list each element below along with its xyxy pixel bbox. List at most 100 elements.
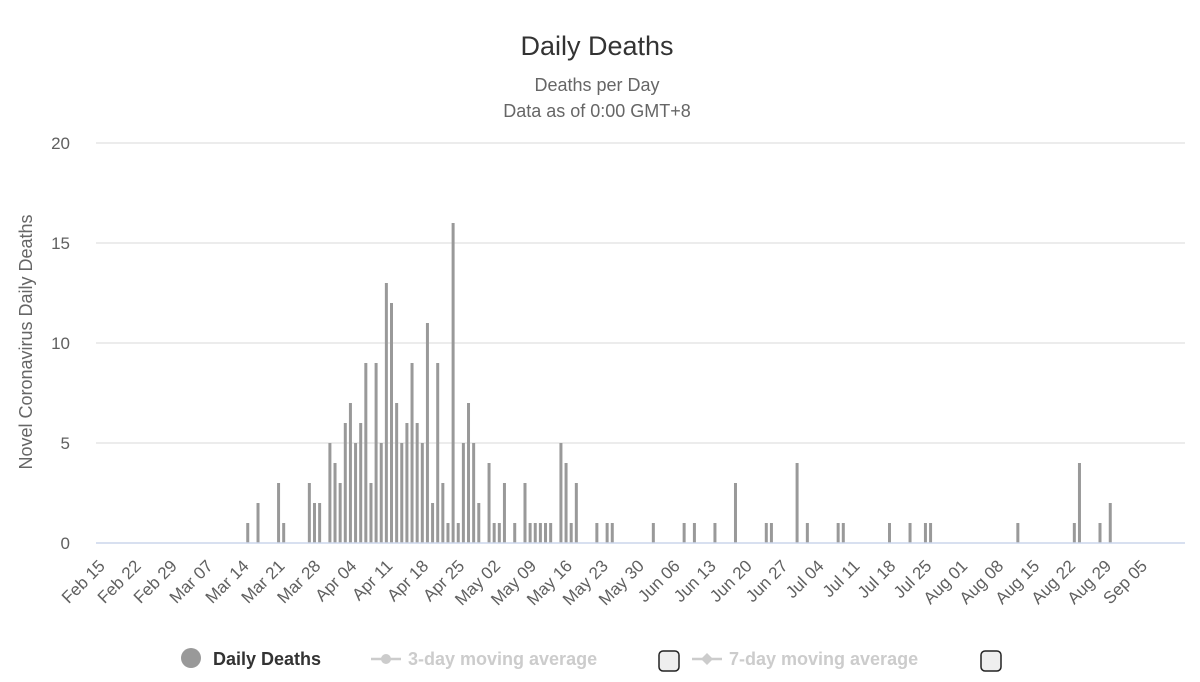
bar[interactable]: [538, 523, 542, 543]
y-axis-ticks: 0 5 10 15 20: [51, 134, 70, 553]
bar[interactable]: [733, 483, 737, 543]
bar[interactable]: [764, 523, 768, 543]
bar[interactable]: [574, 483, 578, 543]
bar[interactable]: [908, 523, 912, 543]
bar[interactable]: [312, 503, 316, 543]
bar[interactable]: [564, 463, 568, 543]
7-day-moving-average-checkbox[interactable]: [980, 650, 1002, 672]
bar[interactable]: [467, 403, 471, 543]
bar[interactable]: [569, 523, 573, 543]
3-day-moving-average-checkbox[interactable]: [658, 650, 680, 672]
bar[interactable]: [472, 443, 476, 543]
bar[interactable]: [395, 403, 399, 543]
legend-item-3-day-moving-average[interactable]: 3-day moving average: [371, 649, 597, 669]
7-day-legend-diamond-icon: [701, 653, 713, 665]
bar[interactable]: [348, 403, 352, 543]
x-tick-label: Jul 04: [782, 556, 828, 602]
bar[interactable]: [805, 523, 809, 543]
bar[interactable]: [523, 483, 527, 543]
bar[interactable]: [277, 483, 281, 543]
bar[interactable]: [769, 523, 773, 543]
bar[interactable]: [1108, 503, 1112, 543]
bar[interactable]: [338, 483, 342, 543]
bar[interactable]: [528, 523, 532, 543]
bar[interactable]: [595, 523, 599, 543]
bar[interactable]: [559, 443, 563, 543]
y-tick-label: 0: [61, 534, 70, 553]
bar[interactable]: [379, 443, 383, 543]
x-tick-label: Jul 18: [854, 556, 900, 602]
legend-label-3-day-moving-average: 3-day moving average: [408, 649, 597, 669]
bar[interactable]: [836, 523, 840, 543]
bar[interactable]: [888, 523, 891, 543]
y-tick-label: 20: [51, 134, 70, 153]
bars: [246, 223, 1112, 543]
bar[interactable]: [441, 483, 445, 543]
bar[interactable]: [795, 463, 799, 543]
bar[interactable]: [384, 283, 388, 543]
legend-item-7-day-moving-average[interactable]: 7-day moving average: [692, 649, 918, 669]
bar[interactable]: [446, 523, 450, 543]
bar[interactable]: [425, 323, 429, 543]
bar[interactable]: [374, 363, 378, 543]
x-tick-label: Apr 04: [312, 556, 361, 605]
bar[interactable]: [1016, 523, 1020, 543]
bar[interactable]: [461, 443, 465, 543]
bar[interactable]: [513, 523, 517, 543]
bar[interactable]: [282, 523, 286, 543]
bar[interactable]: [610, 523, 614, 543]
bar[interactable]: [502, 483, 506, 543]
bar[interactable]: [1098, 523, 1102, 543]
bar[interactable]: [328, 443, 332, 543]
bar[interactable]: [713, 523, 717, 543]
chart-title: Daily Deaths: [520, 31, 673, 61]
y-tick-label: 15: [51, 234, 70, 253]
bar[interactable]: [692, 523, 696, 543]
bar[interactable]: [492, 523, 496, 543]
bar[interactable]: [651, 523, 655, 543]
y-tick-label: 5: [61, 434, 70, 453]
bar[interactable]: [256, 503, 260, 543]
bar[interactable]: [841, 523, 845, 543]
bar[interactable]: [1077, 463, 1081, 543]
bar[interactable]: [333, 463, 337, 543]
bar[interactable]: [497, 523, 501, 543]
bar[interactable]: [410, 363, 414, 543]
bar[interactable]: [456, 523, 460, 543]
y-axis-label: Novel Coronavirus Daily Deaths: [16, 214, 36, 469]
legend-label-7-day-moving-average: 7-day moving average: [729, 649, 918, 669]
bar[interactable]: [390, 303, 393, 543]
bar[interactable]: [246, 523, 250, 543]
bar[interactable]: [929, 523, 933, 543]
bar[interactable]: [343, 423, 347, 543]
daily-deaths-legend-marker: [181, 648, 201, 668]
bar[interactable]: [923, 523, 927, 543]
bar[interactable]: [605, 523, 609, 543]
bar[interactable]: [549, 523, 553, 543]
bar[interactable]: [415, 423, 419, 543]
bar[interactable]: [431, 503, 435, 543]
bar[interactable]: [487, 463, 491, 543]
bar[interactable]: [420, 443, 424, 543]
bar[interactable]: [533, 523, 537, 543]
legend: Daily Deaths 3-day moving average 7-day …: [181, 648, 1002, 672]
bar[interactable]: [451, 223, 455, 543]
bar[interactable]: [318, 503, 322, 543]
legend-item-daily-deaths[interactable]: Daily Deaths: [181, 648, 321, 669]
chart-subtitle-line-1: Deaths per Day: [534, 75, 659, 95]
bar[interactable]: [1072, 523, 1076, 543]
bar[interactable]: [682, 523, 686, 543]
bar[interactable]: [436, 363, 440, 543]
bar[interactable]: [364, 363, 368, 543]
bar[interactable]: [354, 443, 358, 543]
bar[interactable]: [307, 483, 311, 543]
bar[interactable]: [400, 443, 404, 543]
bar[interactable]: [477, 503, 481, 543]
3-day-legend-marker-icon: [381, 654, 391, 664]
bar[interactable]: [405, 423, 409, 543]
bar[interactable]: [359, 423, 363, 543]
bar[interactable]: [369, 483, 373, 543]
bar[interactable]: [544, 523, 548, 543]
y-tick-label: 10: [51, 334, 70, 353]
